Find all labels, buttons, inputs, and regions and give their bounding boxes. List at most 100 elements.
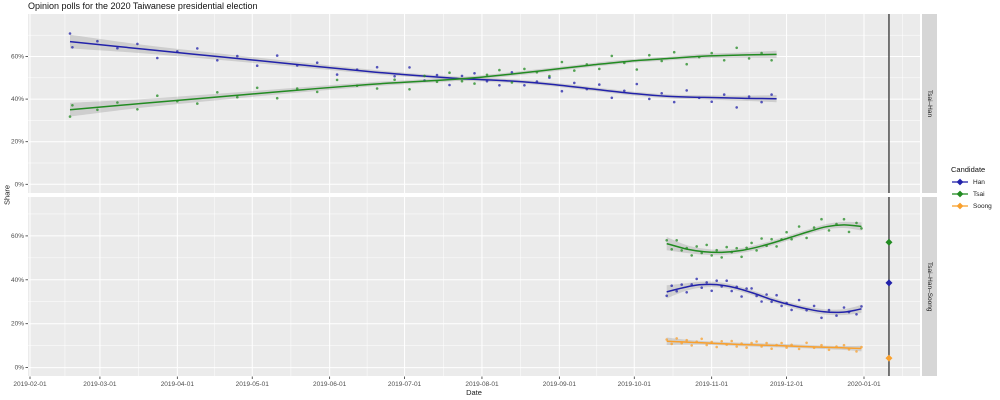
poll-point-han (68, 32, 72, 35)
poll-point-tsai (393, 78, 396, 81)
facet-strip-label: Tsai–Han–Soong (926, 261, 933, 312)
poll-point-han (785, 301, 788, 305)
election-result-diamond-han (885, 279, 893, 287)
poll-point-tsai (735, 246, 738, 250)
poll-point-tsai (720, 256, 723, 259)
facet-strip-label: Tsai–Han (926, 89, 933, 118)
poll-point-tsai (295, 87, 299, 90)
poll-point-tsai (176, 99, 179, 103)
poll-point-tsai (255, 86, 259, 90)
poll-point-tsai (760, 51, 763, 55)
poll-point-soong (695, 340, 698, 344)
y-tick-label: 40% (11, 277, 24, 284)
poll-point-han (680, 283, 683, 286)
poll-point-han (585, 87, 589, 91)
poll-point-tsai (697, 55, 701, 59)
poll-point-han (860, 305, 863, 308)
poll-point-soong (780, 341, 783, 345)
poll-point-han (255, 64, 259, 67)
poll-point-han (355, 68, 359, 71)
poll-point-tsai (750, 241, 753, 245)
smooth-line-soong (666, 340, 862, 350)
poll-point-tsai (585, 63, 589, 66)
poll-point-tsai (730, 250, 733, 254)
y-tick-label: 20% (11, 321, 24, 328)
poll-point-han (770, 93, 773, 96)
poll-point-tsai (136, 108, 139, 111)
poll-point-soong (797, 347, 801, 351)
poll-point-han (275, 54, 279, 57)
poll-point-soong (675, 337, 678, 340)
legend-item-han: Han (951, 177, 992, 187)
poll-point-han (295, 64, 299, 67)
y-tick-label: 0% (15, 365, 25, 372)
poll-point-soong (860, 345, 863, 349)
poll-point-han (648, 97, 651, 101)
poll-point-soong (720, 340, 723, 343)
legend-item-label: Soong (973, 202, 992, 210)
poll-point-tsai (598, 67, 601, 71)
poll-point-tsai (96, 108, 99, 112)
poll-point-han (473, 72, 476, 75)
poll-point-han (750, 287, 753, 290)
poll-point-tsai (216, 91, 219, 94)
y-axis-title: Share (2, 184, 12, 206)
poll-point-tsai (747, 57, 751, 60)
x-tick-label: 2019-06-01 (313, 381, 347, 388)
x-tick-label: 2020-01-01 (847, 381, 881, 388)
poll-point-tsai (770, 59, 773, 62)
poll-point-soong (842, 343, 846, 347)
poll-point-han (685, 89, 688, 92)
poll-point-han (136, 42, 139, 46)
poll-point-soong (790, 343, 793, 347)
poll-point-han (790, 308, 793, 312)
poll-point-tsai (715, 248, 718, 252)
poll-point-soong (700, 337, 703, 341)
facet-strip-tsai-han-soong: Tsai–Han–Soong (922, 197, 937, 376)
poll-point-han (598, 83, 601, 86)
poll-point-tsai (71, 104, 74, 107)
x-tick-label: 2019-08-01 (465, 381, 499, 388)
poll-point-tsai (610, 54, 614, 58)
poll-point-soong (735, 345, 738, 348)
poll-point-tsai (375, 87, 379, 90)
x-tick-label: 2019-04-01 (161, 381, 195, 388)
poll-point-tsai (695, 245, 698, 248)
poll-point-soong (680, 341, 683, 345)
poll-point-soong (715, 345, 718, 349)
legend-key-diamond (956, 190, 964, 198)
poll-point-soong (770, 347, 773, 351)
poll-point-tsai (827, 229, 831, 232)
poll-point-soong (705, 343, 708, 347)
poll-point-tsai (156, 94, 159, 97)
legend-items: Han Tsai Soong (951, 177, 992, 211)
y-tick-label: 60% (11, 233, 24, 240)
poll-point-han (435, 73, 439, 77)
poll-point-han (71, 46, 74, 49)
poll-point-tsai (770, 237, 773, 241)
legend-item-label: Tsai (973, 190, 985, 198)
poll-point-tsai (623, 61, 626, 65)
poll-point-tsai (523, 67, 526, 71)
poll-point-han (460, 74, 464, 78)
poll-point-tsai (665, 239, 668, 242)
poll-point-soong (670, 342, 673, 346)
poll-point-soong (690, 344, 693, 347)
poll-point-soong (820, 343, 823, 347)
poll-point-han (755, 294, 758, 298)
poll-point-han (827, 308, 831, 312)
poll-point-tsai (855, 221, 858, 225)
poll-point-tsai (635, 68, 639, 71)
poll-point-han (847, 310, 851, 314)
facet-panel-1: 0% 20% 40% 60% (11, 197, 920, 376)
poll-point-soong (740, 342, 743, 345)
poll-point-tsai (780, 238, 783, 241)
poll-point-soong (847, 348, 851, 351)
poll-point-tsai (847, 230, 851, 234)
poll-point-tsai (275, 96, 279, 100)
poll-point-tsai (68, 115, 72, 118)
poll-point-tsai (740, 255, 743, 259)
poll-point-han (715, 279, 718, 283)
legend: Candidate Han Tsai Soong (951, 165, 992, 213)
